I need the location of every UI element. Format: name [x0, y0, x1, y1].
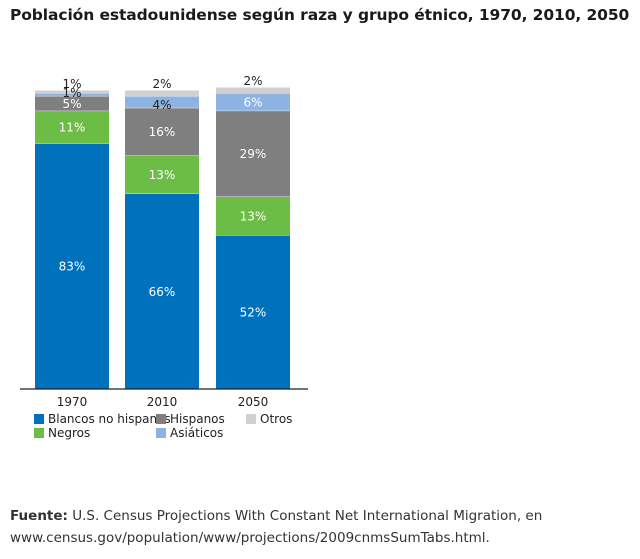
- bar-hispanos-2010: [125, 107, 199, 156]
- data-label-hispanos-2050: 29%: [240, 147, 267, 161]
- bar-hispanos-2050: [216, 110, 290, 197]
- bar-otros-1970: [35, 90, 109, 93]
- legend-label-blancos-no-hispanos: Blancos no hispanos: [48, 412, 171, 426]
- legend-item-hispanos: Hispanos: [156, 412, 225, 426]
- data-label-blancos-no-hispanos-2050: 52%: [240, 306, 267, 320]
- source-text: U.S. Census Projections With Constant Ne…: [10, 508, 543, 546]
- legend-label-asiaticos: Asiáticos: [170, 426, 223, 440]
- bar-otros-2010: [125, 90, 199, 96]
- legend-swatch-hispanos: [156, 414, 166, 424]
- legend-swatch-otros: [246, 414, 256, 424]
- bar-asiaticos-2050: [216, 93, 290, 111]
- chart-title: Población estadounidense según raza y gr…: [10, 6, 630, 24]
- legend-item-blancos-no-hispanos: Blancos no hispanos: [34, 412, 171, 426]
- bar-blancos-no-hispanos-2010: [125, 193, 199, 389]
- data-label-asiaticos-1970: 1%: [62, 86, 81, 100]
- x-tick-label-1970: 1970: [57, 395, 88, 409]
- data-label-hispanos-2010: 16%: [149, 125, 176, 139]
- data-label-negros-2010: 13%: [149, 168, 176, 182]
- data-label-otros-1970: 1%: [62, 77, 81, 91]
- legend: Blancos no hispanos Hispanos Otros Negros As…: [34, 412, 292, 440]
- data-label-blancos-no-hispanos-1970: 83%: [59, 260, 86, 274]
- bar-asiaticos-2010: [125, 95, 199, 108]
- x-tick-label-2010: 2010: [147, 395, 178, 409]
- data-label-asiaticos-2050: 6%: [243, 95, 262, 109]
- bar-blancos-no-hispanos-2050: [216, 235, 290, 389]
- bar-negros-2050: [216, 196, 290, 236]
- legend-item-negros: Negros: [34, 426, 90, 440]
- data-label-otros-2010: 2%: [152, 77, 171, 91]
- bar-blancos-no-hispanos-1970: [35, 143, 109, 389]
- legend-item-otros: Otros: [246, 412, 292, 426]
- bar-negros-1970: [35, 110, 109, 144]
- bars-group: [35, 86, 290, 389]
- legend-swatch-asiaticos: [156, 428, 166, 438]
- legend-swatch-blancos-no-hispanos: [34, 414, 44, 424]
- data-label-asiaticos-2010: 4%: [152, 98, 171, 112]
- data-label-negros-2050: 13%: [240, 209, 267, 223]
- x-tick-label-2050: 2050: [238, 395, 269, 409]
- bar-otros-2050: [216, 87, 290, 93]
- legend-label-hispanos: Hispanos: [170, 412, 225, 426]
- source-note: Fuente: U.S. Census Projections With Con…: [10, 505, 630, 549]
- data-label-negros-1970: 11%: [59, 121, 86, 135]
- data-label-blancos-no-hispanos-2010: 66%: [149, 285, 176, 299]
- data-label-hispanos-1970: 5%: [62, 97, 81, 111]
- source-label: Fuente:: [10, 508, 68, 524]
- bar-asiaticos-1970: [35, 93, 109, 96]
- data-label-otros-2050: 2%: [243, 74, 262, 88]
- data-labels-group: 83%11%5%1%1%66%13%16%4%2%52%13%29%6%2%: [59, 74, 267, 319]
- legend-label-negros: Negros: [48, 426, 90, 440]
- bar-hispanos-1970: [35, 95, 109, 111]
- x-tick-labels-group: 1970 2010 2050: [57, 395, 269, 409]
- legend-item-asiaticos: Asiáticos: [156, 426, 223, 440]
- bar-negros-2010: [125, 155, 199, 194]
- legend-label-otros: Otros: [260, 412, 292, 426]
- stacked-bar-chart: 83%11%5%1%1%66%13%16%4%2%52%13%29%6%2% 1…: [20, 74, 308, 440]
- legend-swatch-negros: [34, 428, 44, 438]
